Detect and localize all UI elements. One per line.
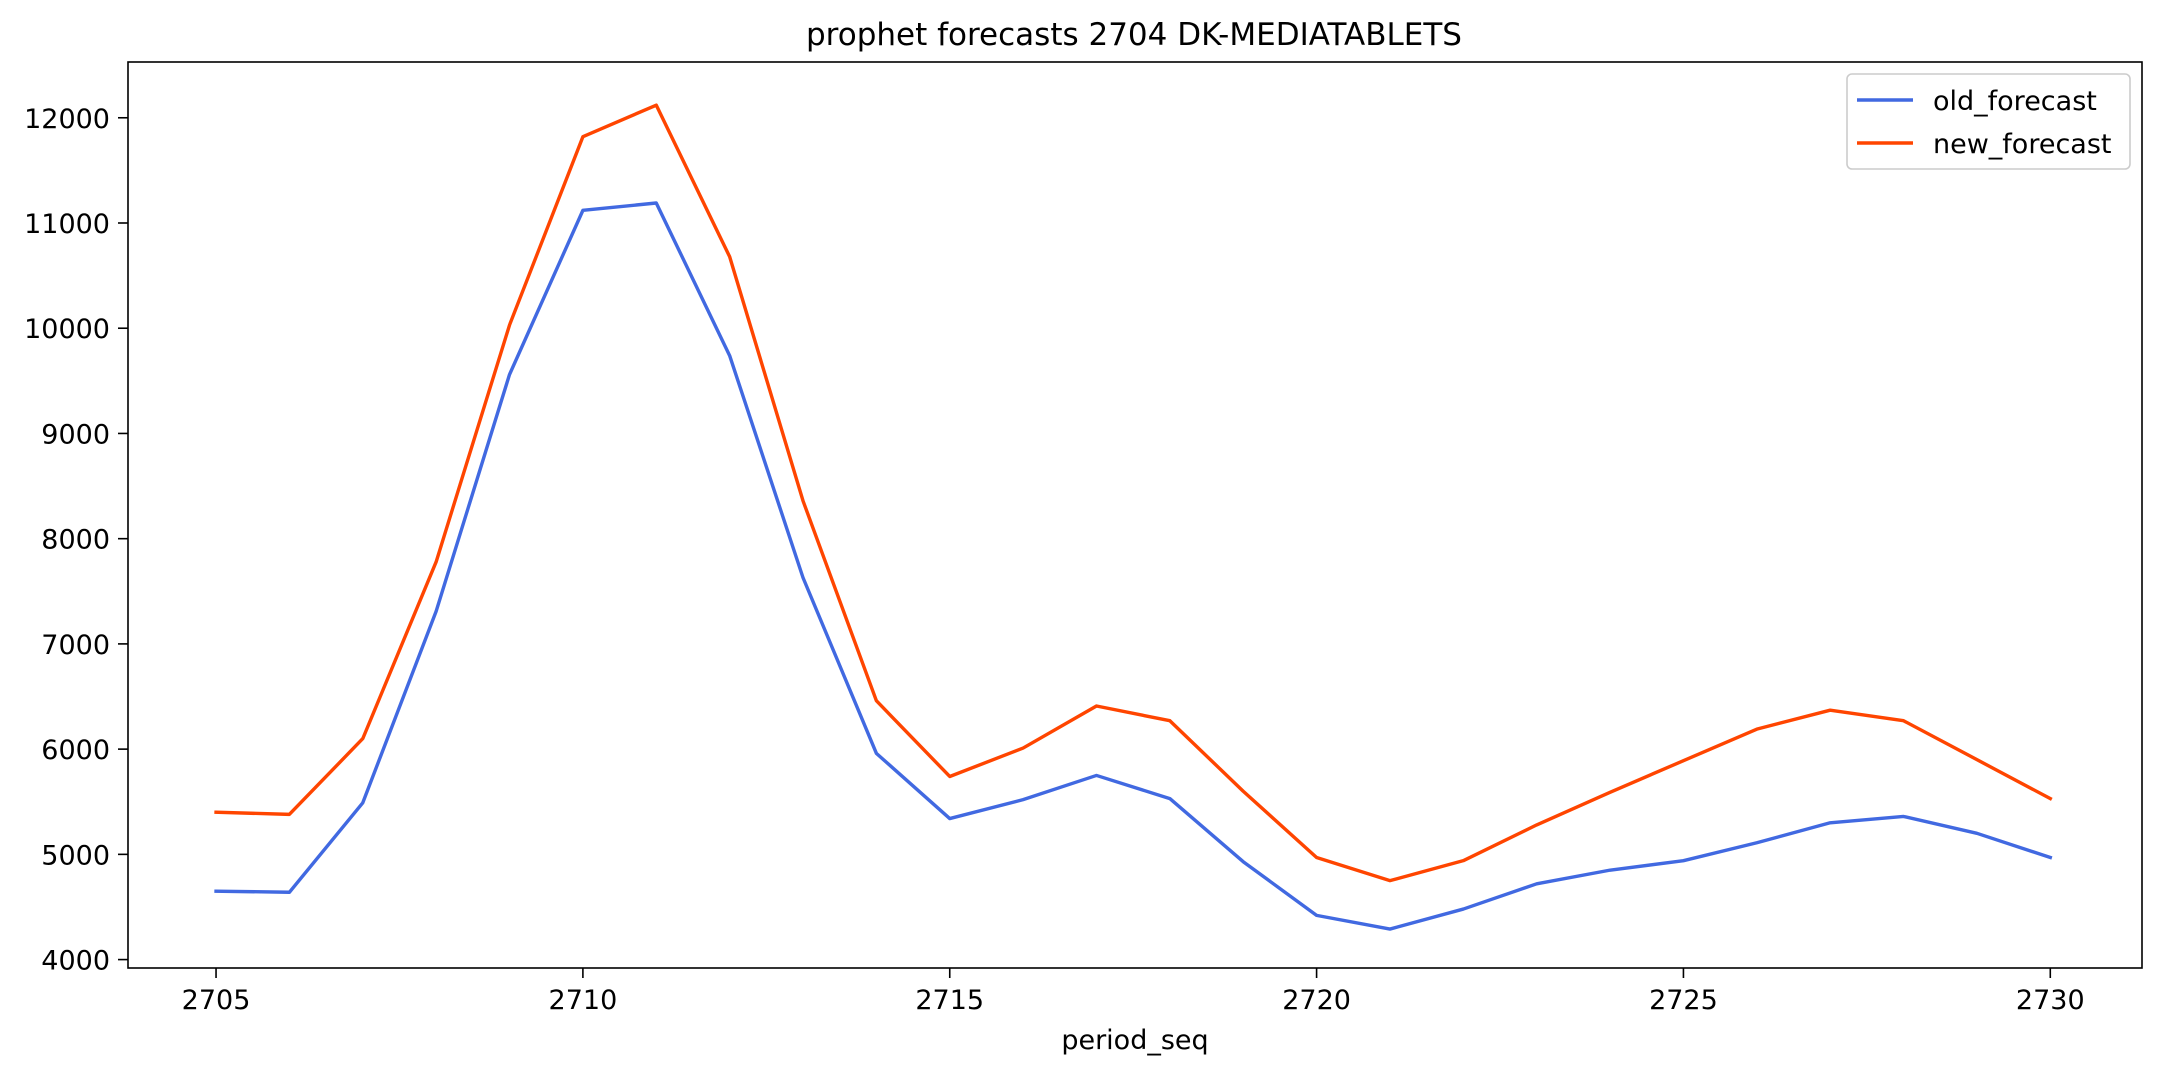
x-tick-label: 2720 [1282, 985, 1351, 1016]
chart-title: prophet forecasts 2704 DK-MEDIATABLETS [806, 17, 1462, 53]
x-tick-label: 2715 [915, 985, 984, 1016]
y-tick-label: 8000 [41, 525, 110, 556]
x-tick-label: 2710 [549, 985, 618, 1016]
x-tick-label: 2730 [2016, 985, 2085, 1016]
x-tick-label: 2705 [182, 985, 251, 1016]
y-tick-label: 12000 [24, 104, 110, 135]
y-tick-label: 4000 [41, 946, 110, 977]
legend-label-old-forecast: old_forecast [1933, 86, 2097, 117]
y-tick-label: 5000 [41, 840, 110, 871]
x-axis-label: period_seq [1061, 1025, 1208, 1056]
x-tick-label: 2725 [1649, 985, 1718, 1016]
y-tick-label: 6000 [41, 735, 110, 766]
legend: old_forecast new_forecast [1847, 74, 2130, 169]
y-tick-label: 11000 [24, 209, 110, 240]
y-tick-label: 10000 [24, 314, 110, 345]
y-tick-label: 7000 [41, 630, 110, 661]
y-tick-label: 9000 [41, 419, 110, 450]
legend-label-new-forecast: new_forecast [1933, 129, 2112, 160]
